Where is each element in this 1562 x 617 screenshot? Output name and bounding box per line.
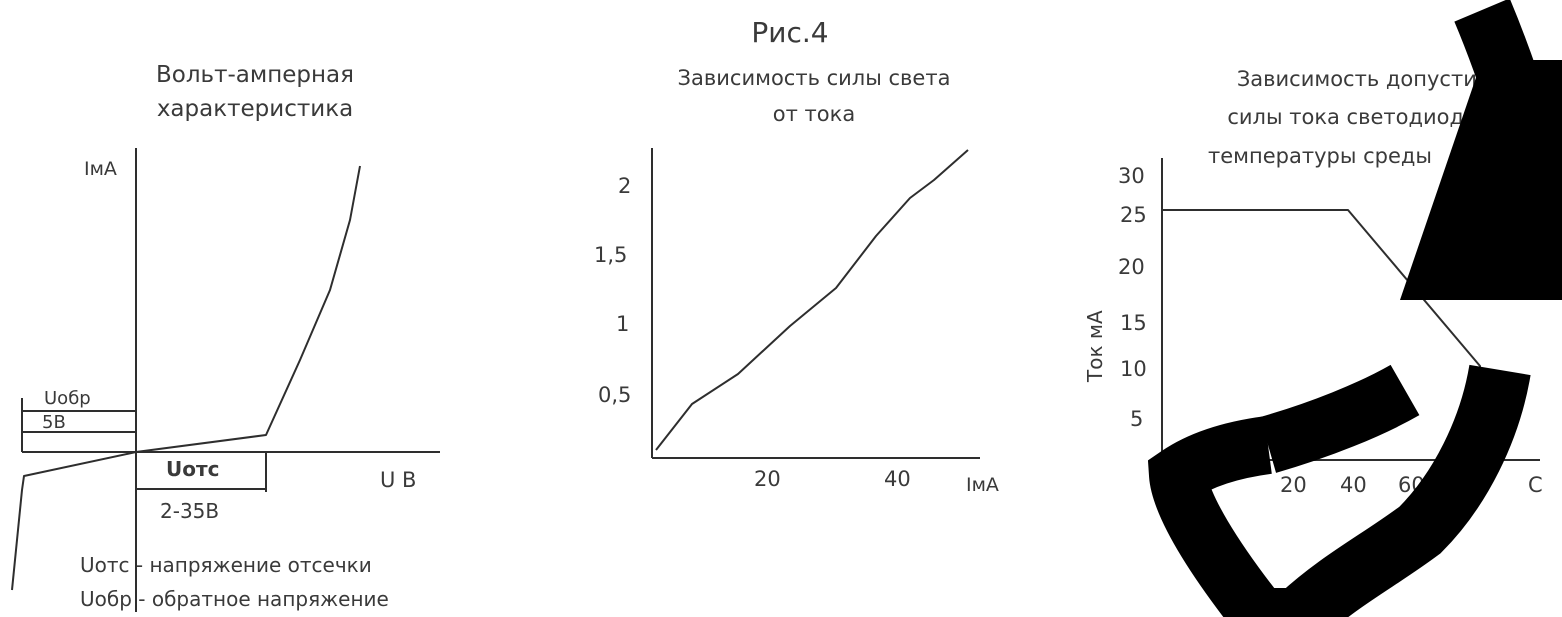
panel3-y-tick: 10: [1120, 357, 1147, 381]
panel2-x-axis-label: IмA: [966, 474, 999, 496]
panel1-cutoff-value: 2-35В: [160, 499, 219, 523]
watermark-stroke: [1454, 0, 1562, 269]
panel3-title-line3: температуры среды: [1208, 144, 1432, 168]
panel3-y-tick: 25: [1120, 203, 1147, 227]
panel2-y-tick: 0,5: [598, 383, 631, 407]
panel2-x-tick: 40: [884, 467, 911, 491]
panel2-x-tick: 20: [754, 467, 781, 491]
panel1-note-line1: Uотс - напряжение отсечки: [80, 553, 372, 577]
panel3-x-tick: 20: [1280, 473, 1307, 497]
panel3-title-line1: Зависимость допустимой: [1237, 67, 1519, 91]
panel1-iv-curve: [11, 165, 361, 591]
panel3-y-tick: 20: [1118, 255, 1145, 279]
panel2-y-tick: 1: [616, 312, 629, 336]
panel1-x-axis-label: U B: [380, 468, 416, 492]
panel2-title-line2: от тока: [773, 102, 855, 126]
panel-intensity-vs-current: Зависимость силы света от тока 2 1,5 1 0…: [594, 66, 999, 496]
panel2-y-tick: 1,5: [594, 243, 627, 267]
panel2-intensity-curve: [655, 149, 969, 451]
panel2-title-line1: Зависимость силы света: [678, 66, 951, 90]
panel3-y-axis-label: Ток мА: [1083, 310, 1107, 383]
watermark-stroke: [1147, 416, 1300, 617]
watermark-stroke: [1259, 364, 1420, 473]
watermark-overlay: [1147, 0, 1562, 617]
panel1-reverse-value: 5В: [42, 412, 66, 433]
panel3-x-axis-label: C: [1528, 473, 1543, 497]
panel1-reverse-label: Uобр: [44, 388, 91, 409]
watermark-stroke: [1278, 364, 1531, 617]
panel3-y-tick: 30: [1118, 164, 1145, 188]
panel1-note-line2: Uобр - обратное напряжение: [80, 587, 389, 611]
figure-label: Рис.4: [751, 16, 828, 49]
panel-current-vs-temperature: Зависимость допустимой силы тока светоди…: [1083, 67, 1543, 497]
panel1-cutoff-label: Uотс: [166, 457, 219, 481]
panel-volt-ampere: Вольт-амперная характеристика IмA U B Uо…: [11, 62, 440, 612]
panel1-title-line2: характеристика: [157, 96, 353, 122]
panel3-x-tick: 40: [1340, 473, 1367, 497]
panel3-y-tick: 15: [1120, 311, 1147, 335]
panel1-y-axis-label: IмA: [84, 158, 117, 180]
panel2-y-tick: 2: [618, 174, 631, 198]
panel1-title-line1: Вольт-амперная: [156, 62, 354, 88]
panel3-y-tick: 5: [1130, 407, 1143, 431]
